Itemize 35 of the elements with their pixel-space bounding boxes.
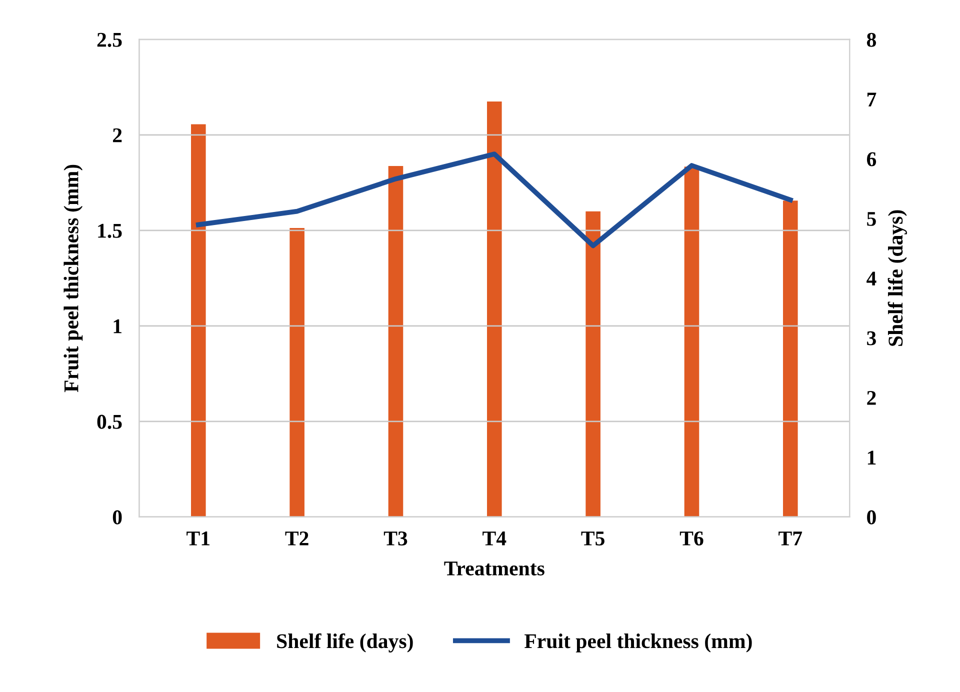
y2-tick-label: 8 bbox=[866, 32, 876, 47]
x-tick-label: T2 bbox=[285, 531, 308, 546]
x-tick-label: T5 bbox=[581, 532, 604, 546]
y-tick-label: 0 bbox=[112, 510, 122, 524]
bar bbox=[290, 228, 304, 517]
legend-label: Fruit peel thickness (mm) bbox=[524, 634, 752, 652]
y-tick-label: 1.5 bbox=[98, 224, 122, 238]
y2-tick-label: 2 bbox=[867, 390, 876, 405]
bar bbox=[586, 211, 600, 517]
bar bbox=[191, 124, 206, 517]
y-tick-label: 0.5 bbox=[97, 414, 122, 429]
y2-axis-title: Shelf life (days) bbox=[888, 210, 907, 346]
legend-label: Shelf life (days) bbox=[277, 633, 413, 652]
bar bbox=[487, 102, 502, 517]
y2-tick-label: 4 bbox=[866, 272, 876, 286]
y2-tick-label: 6 bbox=[866, 152, 876, 166]
x-tick-label: T3 bbox=[384, 531, 408, 546]
y2-tick-label: 7 bbox=[867, 92, 876, 106]
y2-tick-label: 0 bbox=[867, 510, 876, 524]
x-tick-label: T1 bbox=[186, 532, 210, 546]
y-tick-label: 2.5 bbox=[97, 32, 122, 47]
y2-tick-label: 5 bbox=[867, 212, 876, 226]
y-tick-label: 1 bbox=[114, 319, 122, 334]
y-tick-label: 2 bbox=[112, 128, 122, 142]
y2-tick-label: 1 bbox=[868, 450, 876, 464]
x-axis-title: Treatments bbox=[444, 562, 544, 576]
bar bbox=[388, 166, 404, 517]
x-tick-label: T6 bbox=[680, 531, 704, 546]
bar bbox=[783, 200, 798, 517]
y-axis-title: Fruit peel thickness (mm) bbox=[64, 164, 83, 392]
y2-tick-label: 3 bbox=[867, 331, 876, 346]
x-tick-label: T4 bbox=[482, 532, 506, 546]
bar bbox=[684, 166, 700, 517]
x-tick-label: T7 bbox=[778, 532, 802, 546]
line-series bbox=[196, 152, 793, 248]
